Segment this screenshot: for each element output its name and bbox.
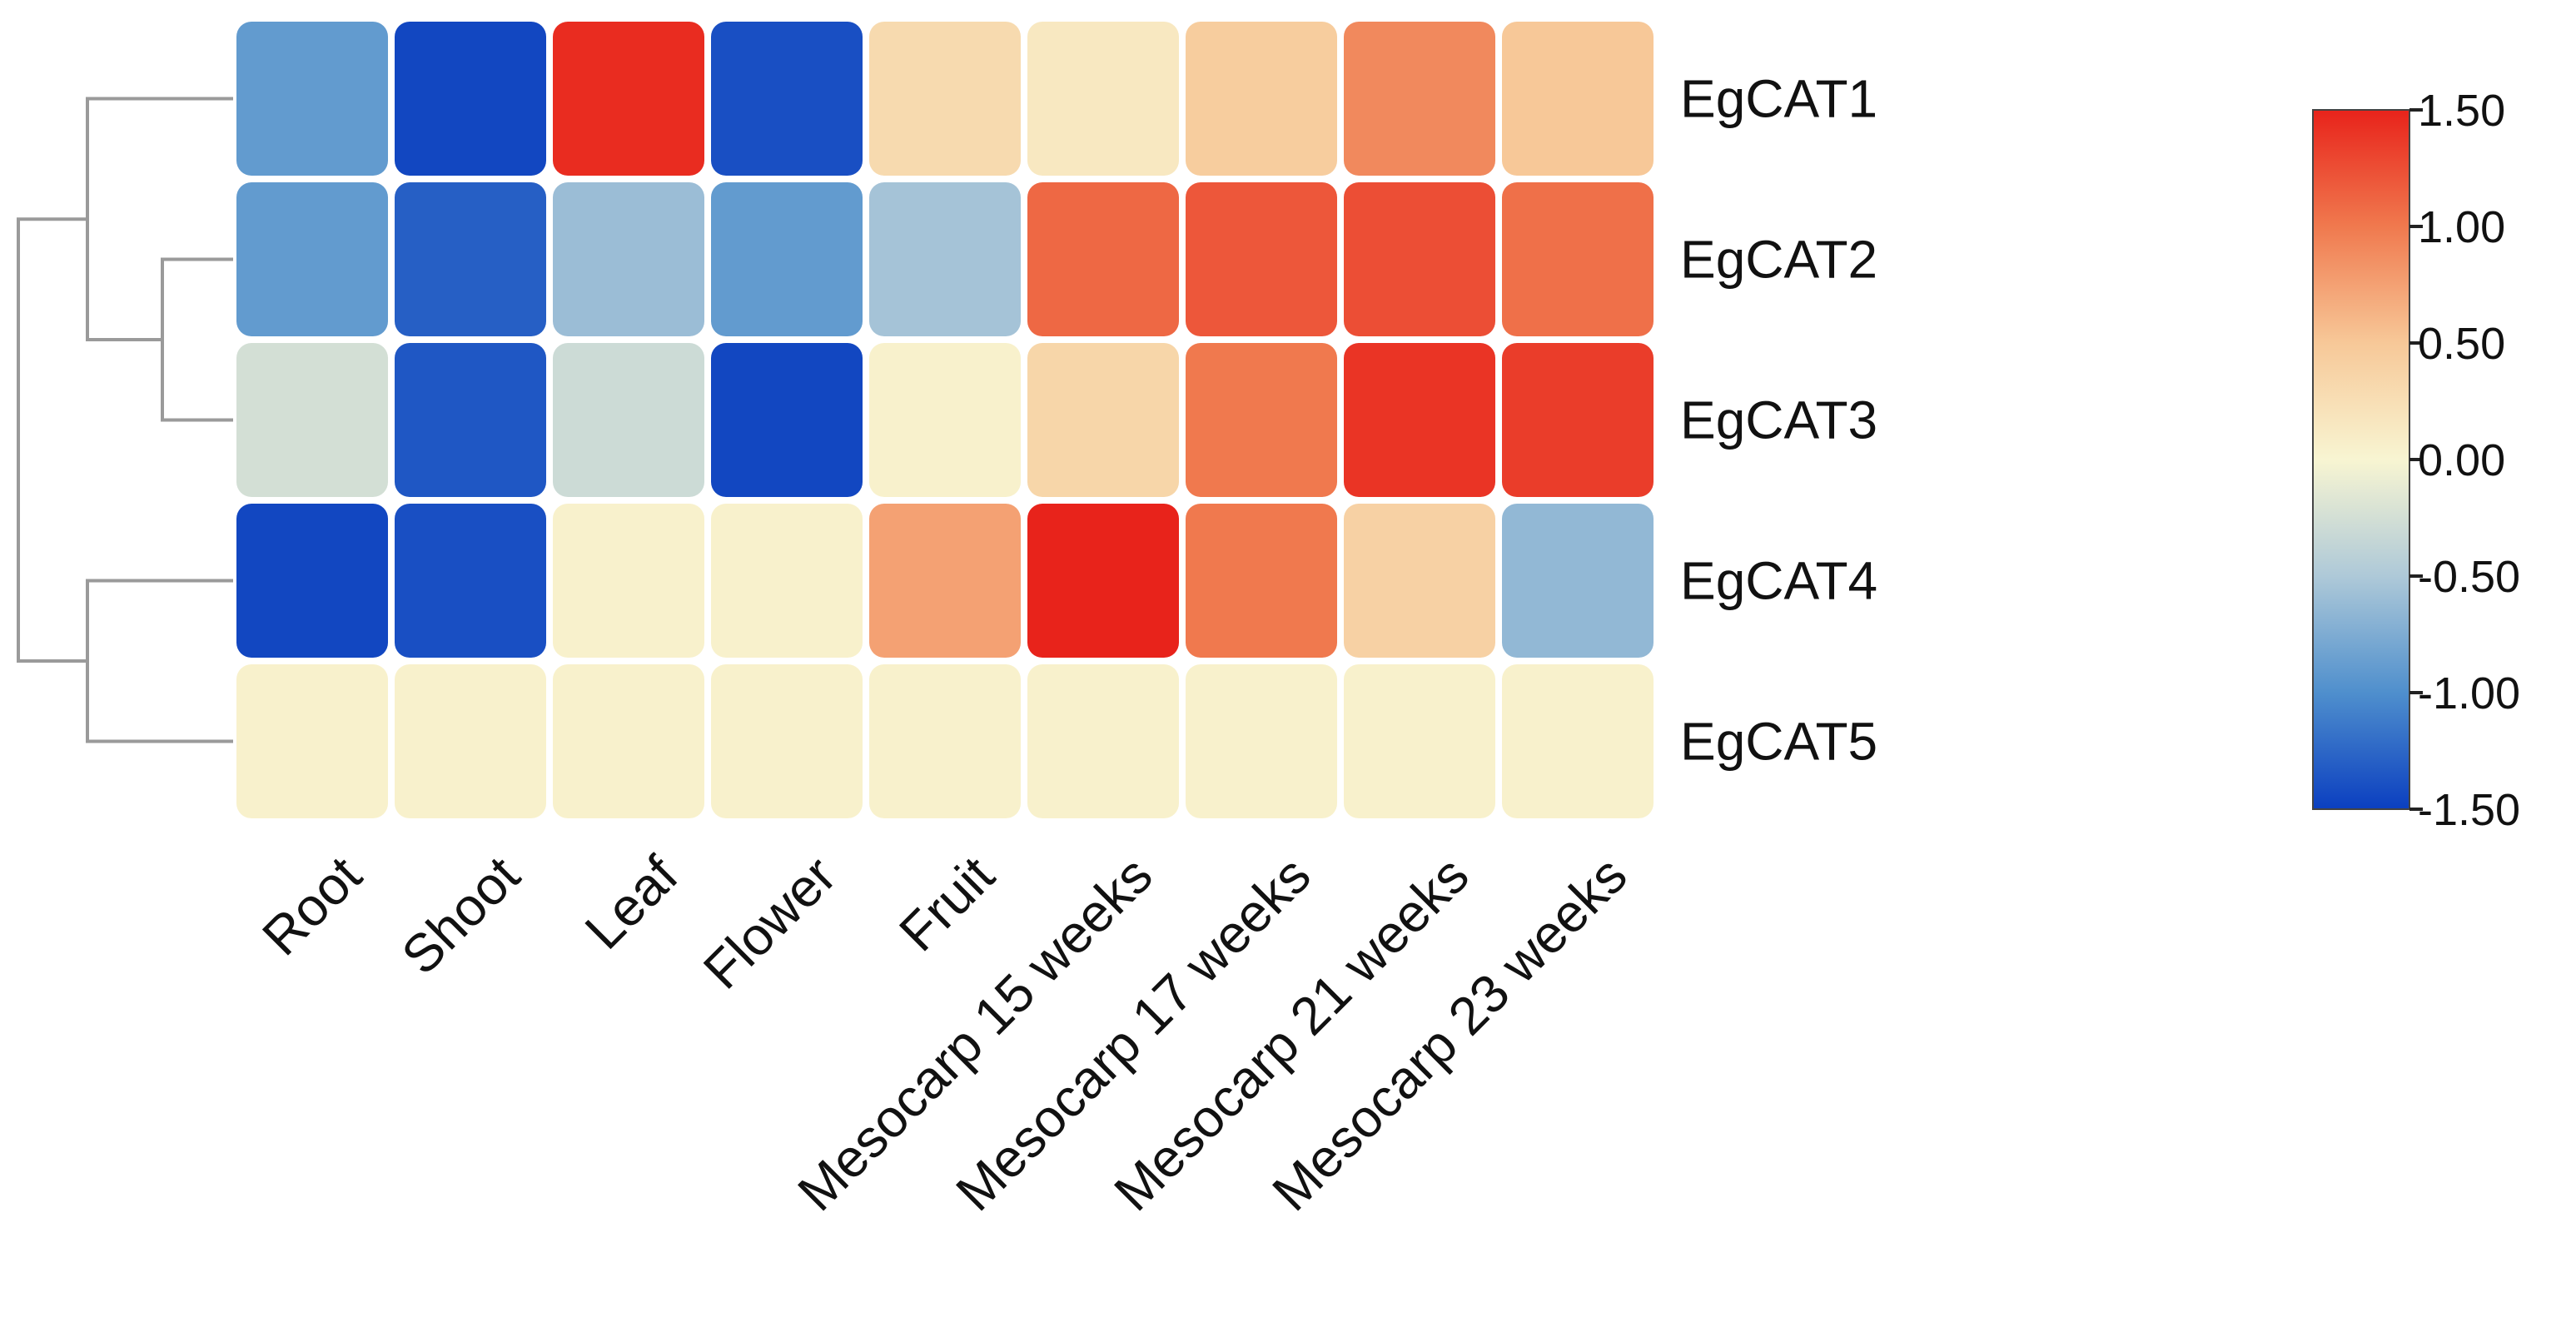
dendrogram-branch bbox=[161, 257, 233, 422]
colorbar-tick-label: 1.50 bbox=[2418, 86, 2505, 136]
row-label: EgCAT4 bbox=[1680, 551, 1877, 611]
dendrogram-branch bbox=[86, 97, 233, 341]
colorbar-tick-label: -1.50 bbox=[2418, 785, 2520, 835]
colorbar-tick-label: 1.00 bbox=[2418, 202, 2505, 252]
heatmap-cell bbox=[1027, 343, 1179, 497]
heatmap-cell bbox=[553, 182, 704, 336]
heatmap-cell bbox=[1186, 22, 1337, 176]
heatmap-cell bbox=[711, 504, 863, 658]
heatmap-cell bbox=[869, 343, 1021, 497]
heatmap-cell bbox=[1344, 664, 1495, 818]
colorbar-gradient bbox=[2312, 109, 2410, 810]
row-label: EgCAT3 bbox=[1680, 390, 1877, 450]
heatmap-cell bbox=[395, 504, 546, 658]
heatmap-cell bbox=[1502, 504, 1654, 658]
colorbar: 1.50 1.00 0.50 0.00 -0.50 -1.00 -1.50 bbox=[2312, 86, 2520, 835]
row-labels: EgCAT1 EgCAT2 EgCAT3 EgCAT4 EgCAT5 bbox=[1680, 69, 1877, 772]
dendrogram-branch bbox=[17, 217, 87, 663]
heatmap-cell bbox=[1502, 182, 1654, 336]
heatmap-cell bbox=[1186, 182, 1337, 336]
colorbar-tick-label: 0.50 bbox=[2418, 319, 2505, 369]
column-label: Leaf bbox=[574, 845, 689, 961]
heatmap-cell bbox=[1344, 504, 1495, 658]
heatmap-cell bbox=[1027, 504, 1179, 658]
heatmap-cell bbox=[395, 22, 546, 176]
heatmap-cell bbox=[711, 182, 863, 336]
dendrogram bbox=[17, 97, 233, 743]
heatmap-cell bbox=[236, 182, 388, 336]
heatmap-cell bbox=[1502, 664, 1654, 818]
row-label: EgCAT2 bbox=[1680, 230, 1877, 290]
row-label: EgCAT1 bbox=[1680, 69, 1877, 129]
heatmap-cell bbox=[1027, 182, 1179, 336]
colorbar-tick-label: -1.00 bbox=[2418, 668, 2520, 718]
column-label: Flower bbox=[692, 845, 848, 1001]
heatmap-cell bbox=[395, 182, 546, 336]
heatmap-cell bbox=[869, 504, 1021, 658]
heatmap-cell bbox=[236, 343, 388, 497]
heatmap-cell bbox=[1502, 22, 1654, 176]
heatmap-cell bbox=[869, 664, 1021, 818]
heatmap-cell bbox=[711, 664, 863, 818]
heatmap-cell bbox=[236, 504, 388, 658]
colorbar-ticks: 1.50 1.00 0.50 0.00 -0.50 -1.00 -1.50 bbox=[2409, 86, 2520, 835]
heatmap-cell bbox=[1344, 343, 1495, 497]
row-label: EgCAT5 bbox=[1680, 712, 1877, 772]
column-label: Fruit bbox=[888, 845, 1006, 963]
heatmap-cell bbox=[395, 343, 546, 497]
heatmap-cell bbox=[553, 504, 704, 658]
heatmap-cell bbox=[1344, 182, 1495, 336]
heatmap-cell bbox=[395, 664, 546, 818]
colorbar-tick-label: -0.50 bbox=[2418, 552, 2520, 602]
heatmap-cell bbox=[1186, 504, 1337, 658]
heatmap-cell bbox=[1186, 343, 1337, 497]
heatmap-cell bbox=[711, 22, 863, 176]
heatmap-cell bbox=[553, 22, 704, 176]
column-label: Root bbox=[251, 845, 373, 967]
heatmap-cell bbox=[236, 664, 388, 818]
column-label: Shoot bbox=[390, 845, 531, 986]
heatmap-cell bbox=[1344, 22, 1495, 176]
dendrogram-branch bbox=[86, 579, 233, 743]
heatmap-cell bbox=[236, 22, 388, 176]
heatmap-cell bbox=[869, 182, 1021, 336]
colorbar-tick-label: 0.00 bbox=[2418, 435, 2505, 485]
heatmap-cell bbox=[869, 22, 1021, 176]
heatmap-cell bbox=[1027, 22, 1179, 176]
heatmap-cell bbox=[1027, 664, 1179, 818]
heatmap-cell bbox=[1502, 343, 1654, 497]
heatmap-cell bbox=[553, 664, 704, 818]
heatmap-cell bbox=[711, 343, 863, 497]
heatmap-cells bbox=[236, 22, 1654, 818]
heatmap-cell bbox=[553, 343, 704, 497]
heatmap-cell bbox=[1186, 664, 1337, 818]
